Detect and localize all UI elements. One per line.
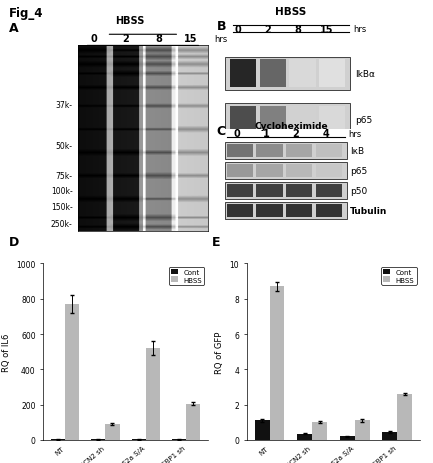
Text: E: E <box>212 235 221 248</box>
Bar <box>382 432 397 440</box>
Text: 2: 2 <box>123 33 129 44</box>
Text: 250k-: 250k- <box>51 219 73 229</box>
Text: Cycloheximide: Cycloheximide <box>254 121 328 131</box>
Bar <box>316 145 342 158</box>
Bar <box>225 163 347 180</box>
Y-axis label: RQ of IL6: RQ of IL6 <box>2 333 11 371</box>
Text: hrs: hrs <box>353 25 367 34</box>
Bar <box>65 304 79 440</box>
Bar <box>256 145 283 158</box>
Text: 50k-: 50k- <box>56 142 73 151</box>
Bar <box>312 422 327 440</box>
Text: 0: 0 <box>235 25 242 35</box>
Text: IkBα: IkBα <box>355 69 375 79</box>
Bar <box>105 424 120 440</box>
Bar <box>225 143 347 160</box>
Bar <box>319 60 345 88</box>
Bar <box>286 185 312 198</box>
Bar <box>297 434 312 440</box>
Bar <box>355 420 370 440</box>
Bar <box>255 420 270 440</box>
Bar <box>225 203 347 219</box>
Legend: Cont, HBSS: Cont, HBSS <box>381 267 417 285</box>
Text: 1: 1 <box>263 129 270 139</box>
Text: 37k-: 37k- <box>56 101 73 110</box>
Text: 2: 2 <box>265 25 271 35</box>
Bar <box>316 185 342 198</box>
Text: 8: 8 <box>294 25 301 35</box>
Bar <box>289 106 316 134</box>
Bar <box>146 348 160 440</box>
Bar <box>186 404 200 440</box>
Text: 8: 8 <box>155 33 162 44</box>
Bar <box>286 145 312 158</box>
Text: HBSS: HBSS <box>115 15 145 25</box>
Text: 15: 15 <box>320 25 334 35</box>
Text: p65: p65 <box>350 167 368 176</box>
Text: 15: 15 <box>184 33 198 44</box>
Bar <box>319 106 345 134</box>
Bar <box>225 183 347 200</box>
Text: D: D <box>9 235 19 248</box>
Bar <box>340 436 355 440</box>
Bar <box>225 104 350 137</box>
Bar <box>227 185 253 198</box>
Y-axis label: RQ of GFP: RQ of GFP <box>215 331 224 373</box>
Bar <box>286 165 312 178</box>
Text: 100k-: 100k- <box>51 186 73 195</box>
Text: HBSS: HBSS <box>275 6 307 17</box>
Bar <box>227 145 253 158</box>
Text: 150k-: 150k- <box>51 203 73 212</box>
Bar <box>286 205 312 218</box>
Bar <box>260 106 286 134</box>
Bar <box>397 394 412 440</box>
Bar <box>230 60 256 88</box>
Bar <box>256 165 283 178</box>
Bar <box>225 57 350 91</box>
Bar <box>260 60 286 88</box>
Text: Tubulin: Tubulin <box>350 206 388 215</box>
Bar <box>316 205 342 218</box>
Bar <box>316 165 342 178</box>
Text: IκB: IκB <box>350 147 364 156</box>
Bar <box>256 205 283 218</box>
Text: A: A <box>9 22 18 35</box>
Text: 0: 0 <box>233 129 240 139</box>
Text: C: C <box>216 124 226 137</box>
Text: hrs: hrs <box>214 35 228 44</box>
Text: 75k-: 75k- <box>56 171 73 181</box>
Text: 0: 0 <box>90 33 97 44</box>
Text: p50: p50 <box>350 187 368 195</box>
Text: B: B <box>216 20 226 33</box>
Bar <box>289 60 316 88</box>
Bar <box>256 185 283 198</box>
Text: 4: 4 <box>322 129 329 139</box>
Bar <box>230 106 256 134</box>
Text: Fig_4: Fig_4 <box>9 7 43 20</box>
Bar <box>227 165 253 178</box>
Bar <box>270 287 284 440</box>
Text: hrs: hrs <box>349 130 362 138</box>
Legend: Cont, HBSS: Cont, HBSS <box>169 267 204 285</box>
Bar <box>227 205 253 218</box>
Text: p65: p65 <box>355 116 372 125</box>
Text: 2: 2 <box>293 129 299 139</box>
